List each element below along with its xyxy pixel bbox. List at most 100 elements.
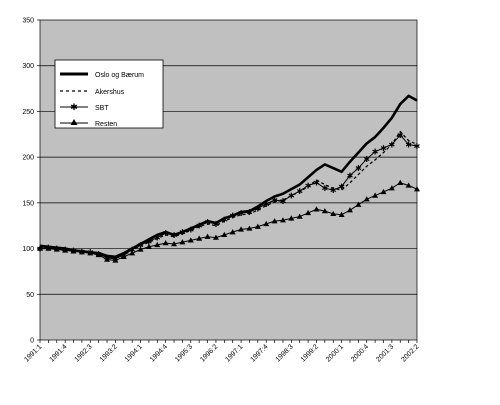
series-point-sbt: ✱ [179, 228, 186, 237]
series-point-resten [338, 211, 345, 217]
series-point-sbt: ✱ [213, 220, 220, 229]
series-point-resten [372, 192, 379, 198]
series-point-resten [45, 245, 52, 251]
series-point-resten [288, 215, 295, 221]
legend-marker-sbt: ✱ [70, 103, 78, 113]
series-point-sbt: ✱ [221, 215, 228, 224]
series-line-2 [39, 134, 418, 260]
series-point-resten [78, 249, 85, 255]
series-point-sbt: ✱ [137, 241, 144, 250]
series-point-sbt: ✱ [313, 179, 320, 188]
series-point-sbt: ✱ [363, 155, 370, 164]
series-point-sbt: ✱ [154, 234, 161, 243]
x-axis-ticks: 1991:1 1991:4 1992:3 1993:2 1994:1 1994:4 1995… [23, 340, 420, 364]
series-point-resten [296, 213, 303, 219]
series-point-sbt: ✱ [146, 237, 153, 246]
series-point-resten [204, 233, 211, 239]
series-point-resten [53, 246, 60, 252]
x-tick-label: 2000:4 [350, 343, 370, 363]
series-point-sbt: ✱ [338, 182, 345, 191]
series-line-3 [40, 182, 418, 261]
series-point-resten [397, 179, 404, 185]
series-point-resten [380, 188, 387, 195]
series-point-resten [330, 210, 337, 217]
series-1 [39, 130, 418, 260]
series-point-resten [112, 257, 119, 263]
series-point-resten [271, 218, 278, 224]
series-point-resten [154, 241, 161, 248]
series-point-sbt: ✱ [321, 184, 328, 193]
x-tick-label: 1997:1 [224, 343, 244, 363]
x-tick-label: 1999:2 [300, 343, 320, 363]
series-point-sbt: ✱ [246, 208, 253, 217]
series-point-resten [95, 251, 102, 258]
series-point-resten [87, 250, 94, 256]
series-point-sbt: ✱ [397, 131, 404, 140]
series-point-resten [137, 246, 144, 252]
series-point-sbt: ✱ [187, 225, 194, 234]
series-point-sbt: ✱ [196, 222, 203, 231]
series-point-resten [279, 217, 286, 223]
series-point-resten [187, 237, 194, 243]
series-point-sbt: ✱ [280, 197, 287, 206]
series-point-resten [229, 229, 236, 235]
series-point-sbt: ✱ [355, 164, 362, 173]
series-point-sbt: ✱ [229, 212, 236, 221]
series-point-sbt: ✱ [129, 245, 136, 254]
series-point-resten [221, 231, 228, 238]
x-tick-label: 1996:2 [199, 343, 219, 363]
series-point-resten [321, 208, 328, 214]
series-point-sbt: ✱ [288, 192, 295, 201]
series-point-resten [171, 241, 178, 247]
series-point-sbt: ✱ [296, 187, 303, 196]
legend: Oslo og Bærum Akershus ✱ SBT Resten [54, 59, 164, 129]
y-tick-label: 200 [22, 155, 34, 162]
series-layer: ✱✱✱✱✱✱✱✱✱✱✱✱✱✱✱✱✱✱✱✱✱✱✱✱✱✱✱✱✱✱✱✱✱✱✱✱✱✱✱✱… [37, 94, 421, 264]
y-tick-label: 50 [26, 292, 34, 299]
series-point-resten [305, 209, 312, 216]
series-point-resten [145, 243, 152, 249]
series-point-resten [162, 240, 169, 246]
y-tick-label: 100 [22, 246, 34, 253]
series-point-resten [414, 186, 420, 192]
series-point-resten [129, 250, 136, 256]
series-point-resten [37, 245, 43, 251]
x-tick-label: 1992:3 [74, 343, 94, 363]
series-point-resten [246, 225, 253, 231]
series-point-resten [196, 235, 203, 241]
x-tick-label: 1991:1 [23, 343, 43, 363]
series-3 [37, 179, 420, 263]
series-point-resten [355, 201, 362, 207]
y-tick-label: 350 [22, 18, 34, 25]
series-point-sbt: ✱ [405, 140, 412, 149]
series-point-sbt: ✱ [305, 181, 312, 190]
y-tick-label: 150 [22, 200, 34, 207]
series-point-sbt: ✱ [380, 144, 387, 153]
x-tick-label: 1997:4 [250, 343, 270, 363]
legend-label-resten: Resten [95, 121, 117, 128]
series-point-sbt: ✱ [162, 229, 169, 238]
legend-marker-resten [70, 119, 78, 125]
y-tick-label: 0 [30, 338, 34, 345]
series-point-sbt: ✱ [238, 209, 245, 218]
x-tick-label: 1998:3 [275, 343, 295, 363]
x-tick-label: 1993:2 [99, 343, 119, 363]
x-tick-label: 1994:1 [124, 343, 144, 363]
series-point-resten [212, 234, 219, 240]
series-point-sbt: ✱ [330, 186, 337, 195]
series-point-resten [313, 206, 320, 212]
series-point-resten [254, 223, 261, 229]
legend-label-oslo: Oslo og Bærum [95, 72, 144, 79]
series-point-resten [120, 253, 127, 259]
series-line-1 [39, 130, 418, 260]
series-point-resten [179, 239, 186, 245]
series-point-sbt: ✱ [347, 171, 354, 180]
x-tick-label: 1995:3 [174, 343, 194, 363]
series-point-resten [346, 207, 353, 213]
series-point-resten [388, 185, 395, 191]
series-point-sbt: ✱ [263, 200, 270, 209]
series-point-sbt: ✱ [254, 204, 261, 213]
series-point-resten [405, 182, 412, 188]
series-point-resten [263, 220, 270, 227]
